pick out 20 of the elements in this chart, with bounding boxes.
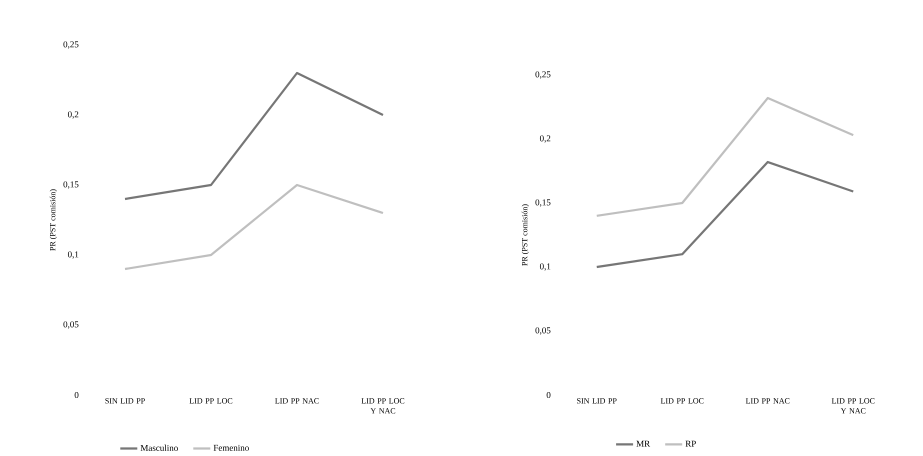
line-series	[596, 96, 854, 217]
y-tick-label: 0,1	[68, 251, 78, 259]
y-tick-label: 0,15	[63, 181, 78, 189]
legend-label: RP	[686, 440, 696, 447]
y-tick-label: 0,2	[540, 135, 550, 143]
line-series	[124, 72, 384, 200]
y-tick-label: 0,25	[535, 71, 550, 79]
y-tick-label: 0,05	[535, 327, 550, 335]
y-tick-label: 0,15	[535, 199, 550, 207]
legend-label: MR	[636, 440, 650, 447]
y-tick-label: 0,2	[68, 111, 78, 119]
y-tick-label: 0,1	[540, 263, 550, 271]
legend-label: Femenino	[214, 444, 249, 451]
y-tick-label: 0	[546, 392, 550, 398]
y-tick-label: 0	[74, 392, 78, 398]
line-series	[124, 184, 384, 270]
y-tick-label: 0,05	[63, 321, 78, 329]
legend-label: Masculino	[140, 444, 178, 451]
y-tick-label: 0,25	[63, 41, 78, 49]
line-series	[596, 160, 854, 268]
